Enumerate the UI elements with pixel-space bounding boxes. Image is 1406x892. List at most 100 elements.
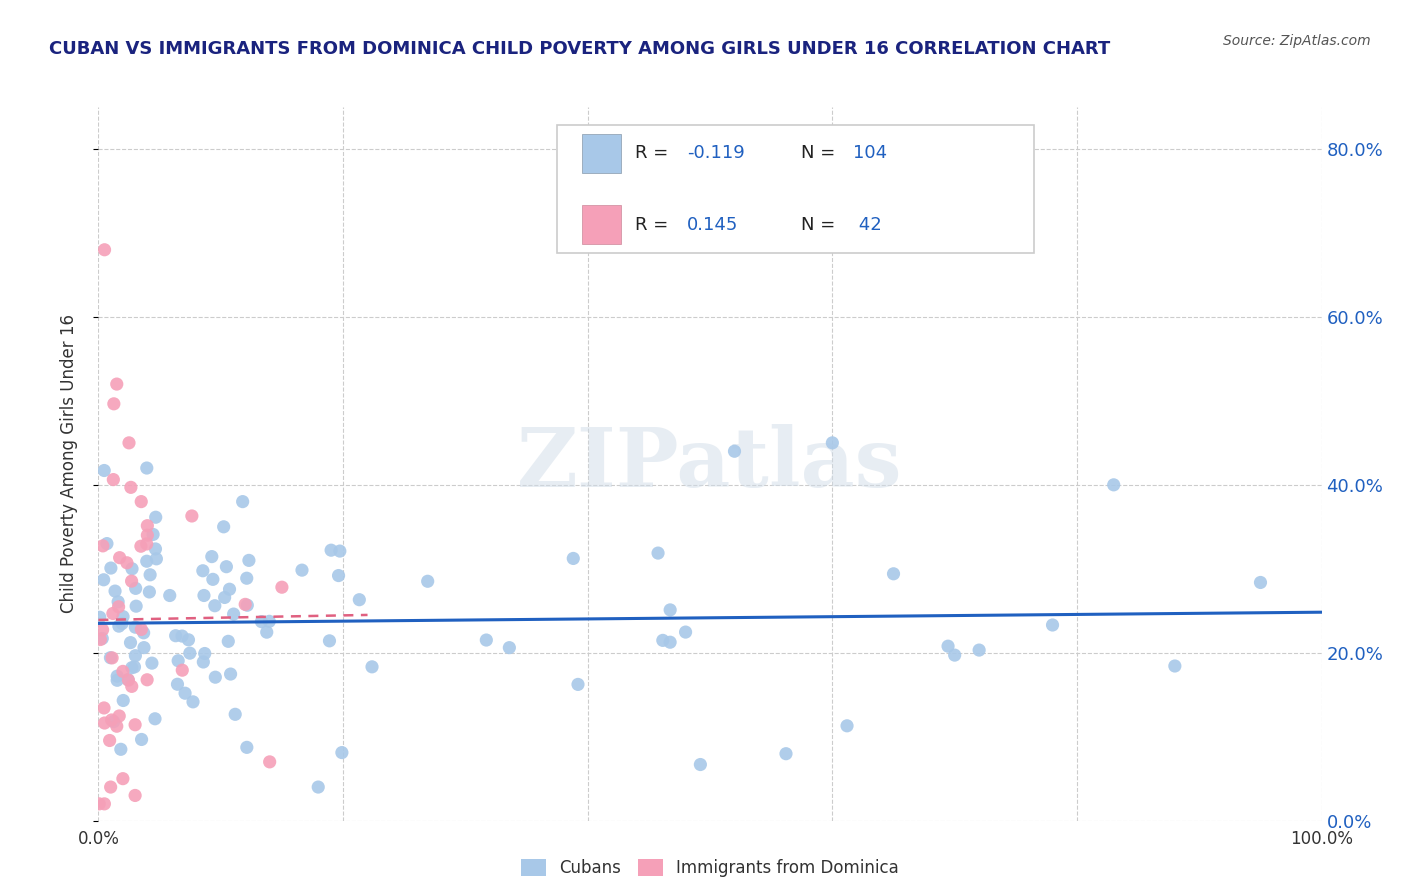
Point: [89, 797, 111, 811]
Point: [259, 755, 281, 769]
Point: [93, 573, 115, 587]
Point: [174, 686, 197, 700]
Point: [177, 632, 200, 647]
Point: [103, 397, 125, 411]
Point: [145, 541, 167, 556]
Point: [201, 549, 224, 564]
Point: [821, 435, 844, 450]
Point: [110, 742, 132, 756]
Point: [91, 539, 114, 553]
Point: [562, 551, 585, 566]
Point: [883, 566, 905, 581]
Point: [218, 582, 240, 597]
Point: [659, 635, 682, 649]
Point: [145, 510, 167, 524]
Point: [270, 580, 294, 594]
Point: [475, 633, 498, 648]
Point: [121, 574, 143, 588]
Point: [349, 592, 371, 607]
Point: [235, 571, 257, 585]
Point: [115, 556, 138, 570]
Point: [143, 712, 166, 726]
Point: [111, 616, 134, 631]
Point: [100, 713, 122, 727]
Point: [194, 647, 217, 661]
Point: [215, 559, 238, 574]
Point: [107, 599, 129, 614]
Point: [166, 677, 188, 691]
Point: [125, 599, 148, 614]
Point: [1164, 659, 1187, 673]
Point: [659, 603, 682, 617]
Point: [89, 632, 111, 647]
Point: [723, 444, 745, 458]
Point: [121, 660, 143, 674]
Point: [259, 615, 281, 629]
Point: [131, 623, 153, 637]
Point: [111, 772, 134, 786]
Point: [967, 643, 990, 657]
Text: -0.119: -0.119: [686, 145, 745, 162]
Point: [101, 607, 124, 621]
Point: [675, 625, 697, 640]
Point: [121, 679, 143, 693]
Point: [117, 673, 139, 687]
Point: [93, 701, 115, 715]
Point: [112, 693, 135, 707]
Point: [181, 695, 204, 709]
Point: [943, 648, 966, 662]
Point: [120, 635, 142, 649]
Point: [101, 651, 124, 665]
Text: R =: R =: [636, 216, 675, 234]
Point: [108, 709, 131, 723]
Point: [98, 733, 121, 747]
Point: [145, 551, 167, 566]
Point: [112, 609, 135, 624]
Point: [138, 585, 160, 599]
Point: [103, 714, 125, 729]
Point: [217, 634, 239, 648]
FancyBboxPatch shape: [557, 125, 1035, 253]
Point: [108, 619, 131, 633]
Point: [238, 553, 260, 567]
Point: [330, 746, 353, 760]
Point: [132, 625, 155, 640]
Point: [328, 568, 350, 582]
Point: [236, 599, 259, 613]
Text: 42: 42: [853, 216, 882, 234]
Point: [193, 589, 215, 603]
Point: [121, 562, 143, 576]
Point: [107, 595, 129, 609]
Point: [361, 660, 384, 674]
Point: [416, 574, 439, 589]
Point: [318, 633, 340, 648]
Point: [172, 663, 194, 677]
Point: [689, 757, 711, 772]
Point: [329, 544, 352, 558]
Point: [100, 561, 122, 575]
Point: [647, 546, 669, 560]
Point: [139, 567, 162, 582]
Point: [224, 707, 246, 722]
Point: [1102, 478, 1125, 492]
Y-axis label: Child Poverty Among Girls Under 16: Child Poverty Among Girls Under 16: [59, 314, 77, 614]
Text: Source: ZipAtlas.com: Source: ZipAtlas.com: [1223, 34, 1371, 48]
Point: [93, 243, 115, 257]
Point: [141, 656, 163, 670]
Point: [191, 564, 214, 578]
Text: 104: 104: [853, 145, 887, 162]
Point: [256, 625, 278, 640]
Point: [103, 473, 125, 487]
Point: [131, 732, 153, 747]
Point: [120, 480, 142, 494]
Text: N =: N =: [800, 145, 841, 162]
Point: [179, 646, 201, 660]
Point: [124, 717, 146, 731]
Point: [1042, 618, 1064, 632]
Point: [105, 673, 128, 688]
Point: [105, 377, 128, 392]
Point: [135, 461, 157, 475]
Point: [159, 589, 181, 603]
Point: [165, 629, 187, 643]
Point: [124, 789, 146, 803]
